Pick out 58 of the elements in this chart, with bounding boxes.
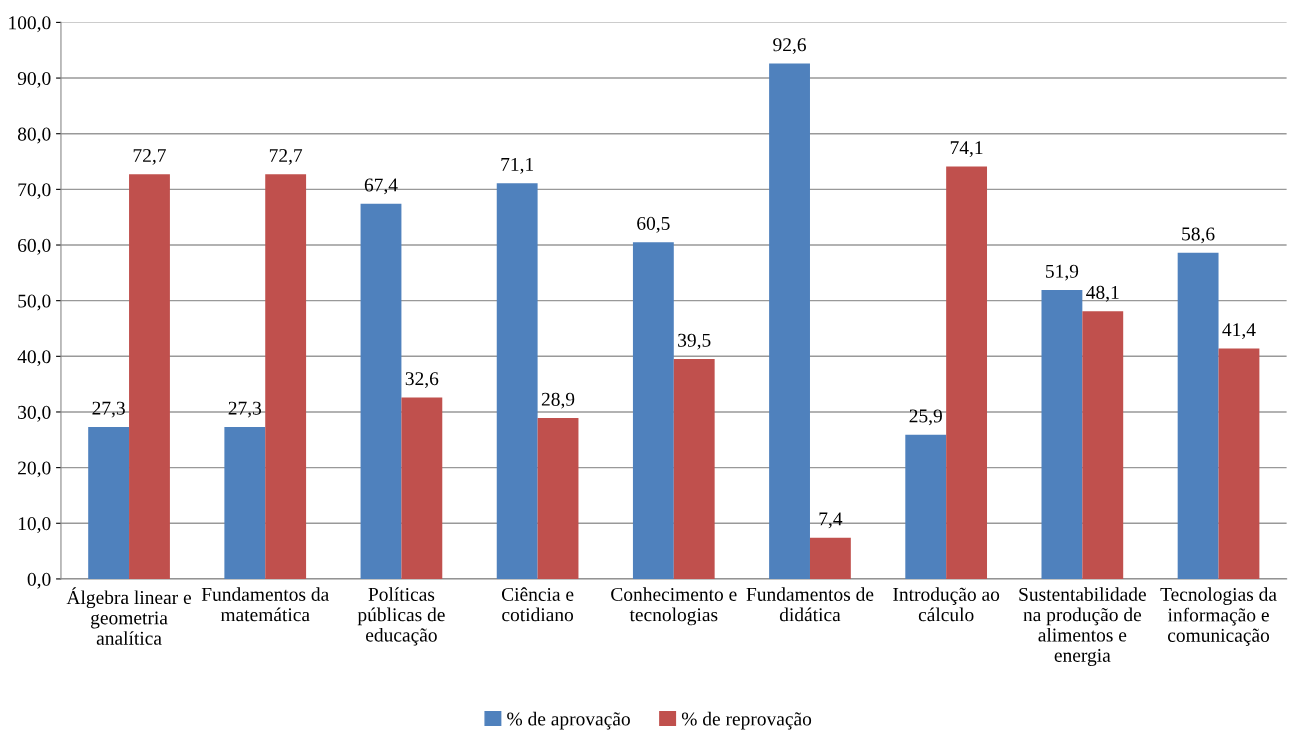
x-tick-label: Sustentabilidade na produção de alimentos e energia [1019,587,1146,666]
bar [1218,348,1260,579]
x-tick-label: Fundamentos da matemática [201,587,329,622]
bar [1082,311,1124,579]
data-label: 58,6 [1182,227,1215,244]
data-label: 7,4 [819,512,843,529]
y-tick-label: 40,0 [17,350,51,367]
bar [1177,252,1219,579]
bar [265,174,307,579]
bar [129,174,170,579]
bar [401,397,443,579]
y-tick-label: 70,0 [18,183,51,200]
legend-label: % de reprovação [681,711,812,730]
bar [496,183,538,579]
x-tick-label: Políticas públicas de educação [357,587,445,646]
bar [905,434,947,579]
x-tick-label: Fundamentos de didática [746,587,874,622]
bar [224,427,266,579]
data-label: 32,6 [405,372,439,389]
data-label: 67,4 [364,178,398,195]
y-tick-label: 100,0 [9,16,51,33]
y-tick-label: 0,0 [27,572,51,589]
x-tick-label: Conhecimento e tecnologias [611,587,737,626]
bar [946,166,988,579]
data-label: 74,1 [950,141,983,158]
data-label: 72,7 [269,148,303,165]
y-tick-label: 80,0 [17,127,51,144]
data-label: 27,3 [92,401,125,418]
y-tick-label: 30,0 [18,405,51,422]
data-label: 39,5 [678,333,711,350]
y-tick-label: 90,0 [17,71,51,88]
data-label: 60,5 [637,216,670,233]
data-label: 27,3 [228,401,262,418]
bar [1041,290,1083,579]
y-tick-label: 10,0 [18,517,51,534]
bar [673,359,715,579]
data-label: 71,1 [501,157,534,174]
x-tick-label: Ciência e cotidiano [501,587,574,622]
data-label: 28,9 [541,392,575,409]
data-label: 92,6 [773,38,806,55]
bar [537,418,579,579]
x-tick-label: Tecnologias da informação e comunicação [1160,587,1277,646]
bar [632,242,674,579]
bar [809,537,851,579]
y-tick-label: 50,0 [18,294,51,311]
data-label: 72,7 [133,148,166,165]
data-label: 41,4 [1222,323,1256,340]
data-label: 48,1 [1086,285,1119,302]
data-label: 25,9 [909,409,942,426]
bar [769,63,810,579]
bar [88,427,130,579]
x-tick-label: Introdução ao cálculo [893,587,1000,622]
y-tick-label: 20,0 [18,461,51,478]
y-tick-label: 60,0 [18,238,51,255]
bar [360,203,402,579]
data-label: 51,9 [1046,264,1079,281]
x-tick-label: Álgebra linear e geometria analítica [66,587,191,645]
legend-label: % de aprovação [507,711,630,730]
